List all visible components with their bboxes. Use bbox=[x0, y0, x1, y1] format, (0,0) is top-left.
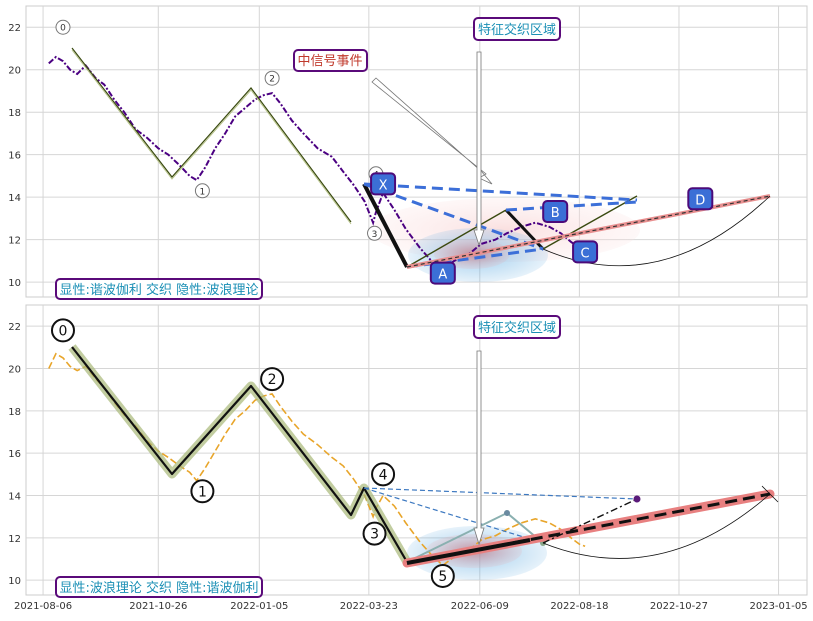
bottom-y-tick-label: 22 bbox=[8, 322, 21, 333]
svg-text:2: 2 bbox=[269, 75, 275, 85]
top-legend-text: 显性:谐波伽利 交织 隐性:波浪理论 bbox=[59, 282, 258, 298]
top-y-tick-label: 18 bbox=[8, 108, 21, 119]
event-label: 中信号事件 bbox=[297, 54, 362, 69]
bottom-harmonic-dashes bbox=[363, 487, 638, 544]
bottom-y-tick-label: 16 bbox=[8, 449, 21, 460]
top-wave-circle-3: 3 bbox=[367, 225, 383, 241]
x-tick-label: 2022-08-18 bbox=[550, 601, 608, 612]
bottom-point-b bbox=[504, 510, 510, 516]
top-zone-label-box: 特征交织区域 bbox=[473, 17, 561, 41]
top-y-tick-label: 14 bbox=[8, 193, 21, 204]
bottom-trend-solid bbox=[406, 538, 531, 565]
wave-point-0: 0 bbox=[50, 318, 75, 343]
svg-text:B: B bbox=[551, 206, 560, 221]
harmonic-point-b: B bbox=[542, 200, 569, 224]
bottom-point-d bbox=[633, 495, 641, 503]
bottom-y-tick-label: 10 bbox=[8, 576, 21, 587]
top-wave-circle-1: 1 bbox=[194, 183, 210, 199]
bottom-legend-box: 显性:波浪理论 交织 隐性:谐波伽利 bbox=[55, 576, 263, 598]
harmonic-point-c: C bbox=[572, 240, 599, 264]
top-harmonic-points: X A B C D bbox=[370, 172, 714, 285]
svg-text:1: 1 bbox=[198, 484, 207, 500]
top-legend-box: 显性:谐波伽利 交织 隐性:波浪理论 bbox=[55, 278, 263, 300]
svg-text:5: 5 bbox=[438, 569, 447, 585]
bottom-wave-circles: 0 1 2 3 4 5 bbox=[50, 318, 455, 588]
svg-text:4: 4 bbox=[379, 467, 388, 483]
top-y-tick-label: 22 bbox=[8, 23, 21, 34]
wave-point-2: 2 bbox=[260, 367, 285, 392]
top-y-tick-label: 16 bbox=[8, 151, 21, 162]
svg-text:D: D bbox=[695, 193, 705, 208]
top-wave-circle-0: 0 bbox=[55, 19, 71, 35]
top-series-line bbox=[48, 55, 586, 271]
svg-text:X: X bbox=[379, 178, 388, 193]
bottom-d-projection bbox=[542, 498, 638, 544]
wave-point-1: 1 bbox=[190, 479, 215, 504]
top-zone-arrow bbox=[473, 51, 485, 247]
x-tick-label: 2022-03-23 bbox=[340, 601, 398, 612]
event-label-box: 中信号事件 bbox=[293, 49, 368, 72]
harmonic-point-x: X bbox=[370, 172, 397, 196]
top-zone-label: 特征交织区域 bbox=[478, 22, 556, 38]
bottom-wave-line bbox=[71, 346, 408, 563]
top-wave-line bbox=[71, 47, 352, 223]
x-tick-label: 2022-01-05 bbox=[230, 601, 288, 612]
x-tick-label: 2022-06-09 bbox=[451, 601, 509, 612]
svg-text:0: 0 bbox=[59, 323, 68, 339]
bottom-arc bbox=[542, 493, 771, 559]
bottom-end-tick bbox=[761, 485, 779, 503]
svg-text:1: 1 bbox=[200, 187, 206, 197]
top-y-tick-label: 20 bbox=[8, 66, 21, 77]
bottom-y-tick-label: 20 bbox=[8, 365, 21, 376]
x-tick-label: 2023-01-05 bbox=[749, 601, 807, 612]
top-cd-leg bbox=[542, 195, 638, 250]
wave-point-4: 4 bbox=[371, 462, 396, 487]
svg-text:A: A bbox=[438, 268, 447, 283]
svg-text:C: C bbox=[581, 246, 590, 261]
bottom-y-tick-label: 14 bbox=[8, 492, 21, 503]
bottom-zone-label: 特征交织区域 bbox=[478, 320, 556, 336]
bottom-legend-text: 显性:波浪理论 交织 隐性:谐波伽利 bbox=[59, 580, 258, 596]
bottom-zone-label-box: 特征交织区域 bbox=[473, 315, 561, 339]
svg-text:0: 0 bbox=[60, 24, 66, 34]
svg-text:2: 2 bbox=[268, 372, 277, 388]
x-tick-label: 2021-08-06 bbox=[14, 601, 72, 612]
harmonic-point-d: D bbox=[687, 187, 714, 211]
x-tick-label: 2021-10-26 bbox=[129, 601, 187, 612]
bottom-x-ticks: 2021-08-06 2021-10-26 2022-01-05 2022-03-23… bbox=[14, 601, 808, 612]
top-y-tick-label: 10 bbox=[8, 278, 21, 289]
svg-text:3: 3 bbox=[372, 230, 378, 240]
bottom-y-tick-label: 18 bbox=[8, 407, 21, 418]
top-ab-leg bbox=[406, 209, 507, 268]
wave-point-3: 3 bbox=[362, 521, 387, 546]
bottom-y-tick-label: 12 bbox=[8, 534, 21, 545]
top-wave-line-shadow bbox=[71, 49, 352, 225]
top-xabcd-legs bbox=[362, 183, 409, 268]
svg-text:3: 3 bbox=[370, 527, 379, 543]
bottom-zone-arrow bbox=[473, 350, 485, 546]
top-wave-circle-2: 2 bbox=[264, 70, 280, 86]
wave-point-5: 5 bbox=[430, 563, 455, 588]
top-y-tick-label: 12 bbox=[8, 236, 21, 247]
x-tick-label: 2022-10-27 bbox=[650, 601, 708, 612]
harmonic-point-a: A bbox=[429, 261, 456, 285]
top-price-series bbox=[48, 55, 586, 271]
